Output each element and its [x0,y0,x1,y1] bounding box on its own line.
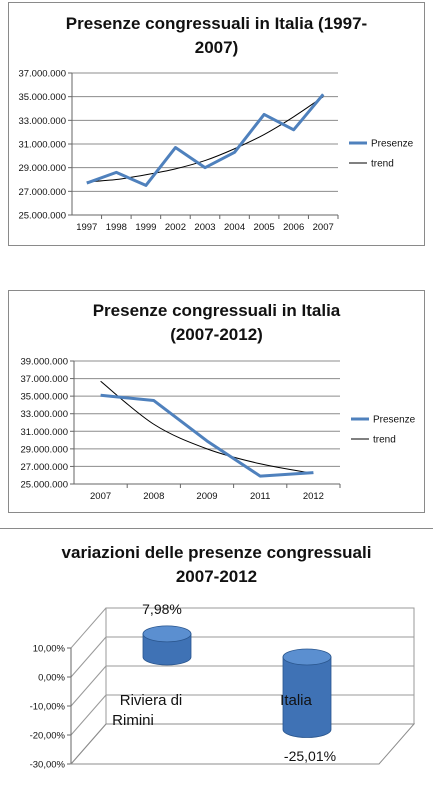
series-trend-line [101,381,314,473]
chart-panel-variazioni: variazioni delle presenze congressuali 2… [0,528,433,784]
x-tick-label: 2008 [143,491,164,502]
x-tick-label: 2004 [224,222,245,233]
x-tick-label: 2007 [313,222,334,233]
y-tick-label: 37.000.000 [20,374,68,385]
x-tick-label: 1999 [135,222,156,233]
line-chart-2007-2012: 25.000.000 27.000.000 29.000.000 31.000.000… [9,291,426,514]
x-tick-label: 2011 [250,491,270,502]
gridline-side [71,695,106,735]
y-tick-label: 10,00% [33,644,66,655]
x-tick-label: 2012 [303,491,324,502]
x-tick-label: 1997 [76,222,97,233]
y-tick-label: 39.000.000 [20,357,68,368]
y-tick-label: 0,00% [38,673,65,684]
line-chart-1997-2007: 25.000.000 27.000.000 29.000.000 31.000.000… [9,3,426,247]
bar-top-cap [283,649,331,665]
y-tick-label: 37.000.000 [18,69,66,80]
x-tick-label: 2003 [194,222,215,233]
y-tick-label: 27.000.000 [20,462,68,473]
y-tick-label: 27.000.000 [18,187,66,198]
bar-cylinder [143,626,191,665]
y-tick-label: 25.000.000 [18,211,66,222]
series-presenze-line [87,94,323,185]
gridline-side [71,637,106,677]
y-tick-label: 31.000.000 [20,427,68,438]
y-tick-label: 35.000.000 [18,92,66,103]
category-label-line: Italia [280,692,312,709]
legend-label-trend: trend [373,435,396,446]
data-label: -25,01% [284,748,336,764]
series-presenze-line [101,395,314,476]
bar-chart-3d-variazioni: -30,00% -20,00% -10,00% 0,00% 10,00% 7,98% -25… [0,529,433,785]
x-tick-label: 2007 [90,491,111,502]
gridline-side [71,608,106,648]
x-tick-label: 2005 [254,222,275,233]
gridline-side [71,666,106,706]
category-label-line: Riviera di [120,692,183,709]
legend-label-presenze: Presenze [373,415,416,426]
y-tick-label: -10,00% [30,702,66,713]
category-label-line: Rimini [112,712,154,729]
y-tick-label: 25.000.000 [20,480,68,491]
floor-plane [71,724,414,764]
data-label: 7,98% [142,601,182,617]
y-tick-label: -30,00% [30,760,66,771]
x-tick-label: 1998 [106,222,127,233]
y-tick-label: 33.000.000 [18,116,66,127]
x-tick-label: 2009 [196,491,217,502]
y-tick-label: 29.000.000 [18,163,66,174]
y-tick-label: -20,00% [30,731,66,742]
legend-label-trend: trend [371,159,394,170]
y-tick-label: 29.000.000 [20,444,68,455]
chart-panel-2007-2012: Presenze congressuali in Italia (2007-20… [8,290,425,513]
y-tick-label: 35.000.000 [20,392,68,403]
y-tick-label: 33.000.000 [20,409,68,420]
x-tick-label: 2006 [283,222,304,233]
legend-label-presenze: Presenze [371,139,414,150]
bar-top-cap [143,626,191,642]
x-tick-label: 2002 [165,222,186,233]
y-tick-label: 31.000.000 [18,140,66,151]
chart-panel-1997-2007: Presenze congressuali in Italia (1997- 2… [8,2,425,246]
